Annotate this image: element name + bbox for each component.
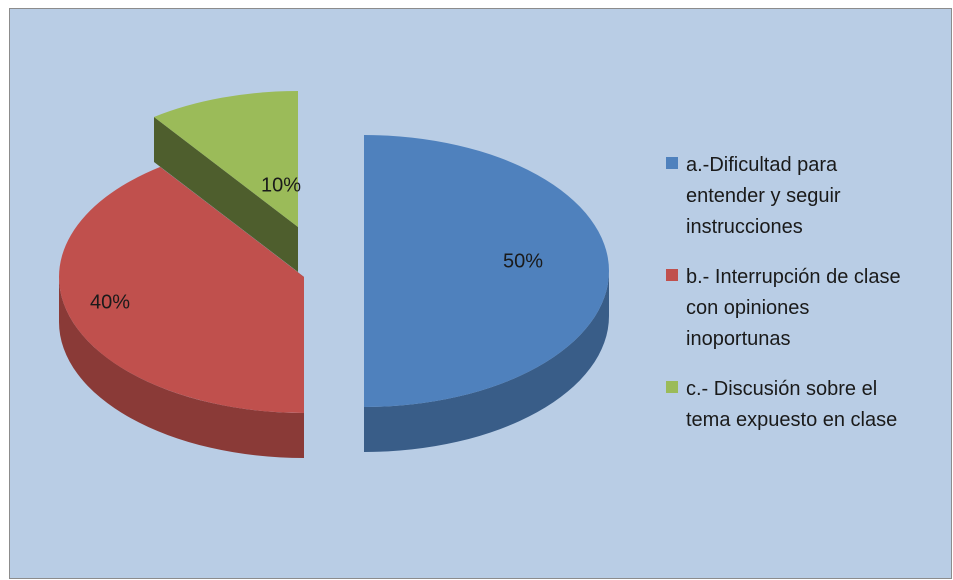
pie-slice-a [364, 135, 609, 452]
legend-label-b-line3: inoportunas [686, 328, 791, 350]
legend-label-a-line3: instrucciones [686, 216, 803, 238]
legend-swatch-a [666, 157, 678, 169]
legend-label-a-line1: a.-Dificultad para [686, 154, 838, 176]
legend-item-b: b.- Interrupción de clase con opiniones … [666, 262, 953, 355]
legend-label-c-line2: tema expuesto en clase [686, 409, 898, 431]
legend-label-a-line2: entender y seguir [686, 185, 841, 207]
chart-area: 50% 40% 10% a.-Dificultad para entender y … [9, 8, 952, 579]
legend-item-a: a.-Dificultad para entender y seguir ins… [666, 150, 953, 243]
legend: a.-Dificultad para entender y seguir ins… [666, 150, 953, 455]
legend-swatch-b [666, 269, 678, 281]
legend-item-c: c.- Discusión sobre el tema expuesto en … [666, 374, 953, 436]
legend-label-b-line2: con opiniones [686, 297, 810, 319]
legend-label-c-line1: c.- Discusión sobre el [686, 378, 878, 400]
data-label-c: 10% [261, 174, 301, 196]
pie-chart: 50% 40% 10% [59, 91, 609, 458]
legend-label-b-line1: b.- Interrupción de clase [686, 266, 901, 288]
pie-slice-b [59, 166, 304, 458]
legend-swatch-c [666, 381, 678, 393]
data-label-a: 50% [503, 250, 543, 272]
pie-slice-c [153, 91, 298, 272]
data-label-b: 40% [90, 291, 130, 313]
